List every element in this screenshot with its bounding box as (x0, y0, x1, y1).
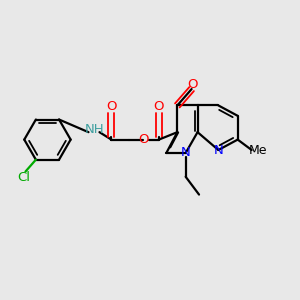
Text: O: O (138, 133, 149, 146)
Text: Me: Me (248, 143, 267, 157)
Text: NH: NH (85, 123, 104, 136)
Text: O: O (154, 100, 164, 112)
Text: O: O (106, 100, 117, 112)
Text: N: N (214, 143, 223, 157)
Text: Cl: Cl (17, 171, 31, 184)
Text: O: O (187, 77, 198, 91)
Text: N: N (181, 146, 190, 160)
